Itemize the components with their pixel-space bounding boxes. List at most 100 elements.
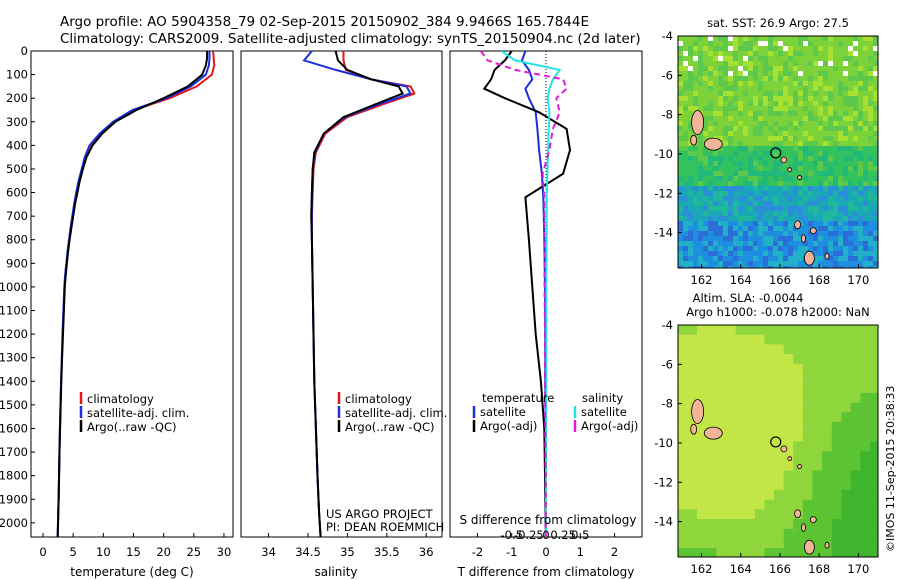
sst-cell <box>853 111 858 116</box>
sst-cell <box>838 176 843 181</box>
sst-cell <box>798 256 803 261</box>
sla-cell <box>783 451 794 461</box>
sst-cell <box>778 251 783 256</box>
sst-cell <box>688 106 693 111</box>
sst-cell <box>683 261 688 266</box>
sst-cell <box>723 126 728 131</box>
sla-cell <box>774 480 784 491</box>
sst-cell <box>768 181 773 186</box>
sst-cell <box>828 71 833 76</box>
sla-cell <box>678 344 688 355</box>
sst-cell <box>738 76 743 81</box>
sst-cell <box>818 86 823 91</box>
sla-cell <box>764 460 775 471</box>
sla-cell <box>706 451 717 461</box>
island <box>824 541 830 549</box>
sst-cell <box>788 171 793 176</box>
sst-cell <box>813 261 818 266</box>
sla-cell <box>687 334 698 345</box>
sla-cell <box>850 460 861 471</box>
sst-cell <box>848 156 853 161</box>
sla-cell <box>697 354 707 364</box>
sst-heatmap <box>678 36 878 268</box>
sst-cell <box>833 71 838 76</box>
sst-cell <box>818 101 823 106</box>
sst-cell <box>843 126 848 131</box>
sst-cell <box>868 101 873 106</box>
sst-cell <box>763 46 768 51</box>
sst-cell <box>708 46 713 51</box>
sst-cell <box>808 66 813 71</box>
sst-cell <box>798 56 803 61</box>
sst-cell <box>828 256 833 261</box>
sst-cell <box>738 166 743 171</box>
sst-cell <box>713 256 718 261</box>
sst-cell <box>833 41 838 46</box>
sla-cell <box>697 441 707 452</box>
sla-cell <box>764 470 775 481</box>
sla-cell <box>831 519 842 529</box>
sst-cell <box>678 156 683 161</box>
sst-cell <box>788 141 793 146</box>
sla-cell <box>716 528 727 539</box>
sla-cell <box>735 412 746 423</box>
sst-cell <box>848 81 853 86</box>
sst-cell <box>733 106 738 111</box>
sst-cell <box>723 221 728 226</box>
sst-cell <box>693 76 698 81</box>
sst-cell <box>718 151 723 156</box>
sst-cell <box>873 266 878 268</box>
sst-cell <box>678 261 683 266</box>
sst-cell <box>683 176 688 181</box>
sst-cell <box>788 131 793 136</box>
sla-cell <box>783 363 794 374</box>
sst-cell <box>743 46 748 51</box>
sla-cell <box>697 325 707 335</box>
sla-cell <box>697 460 707 471</box>
sst-cell <box>703 116 708 121</box>
sst-cell <box>843 171 848 176</box>
sst-cell <box>778 91 783 96</box>
sst-cell <box>758 156 763 161</box>
sst-cell <box>698 86 703 91</box>
sst-cell <box>788 231 793 236</box>
sst-cell <box>698 36 703 41</box>
sst-cell <box>863 266 868 268</box>
sst-cell <box>853 256 858 261</box>
sla-cell <box>774 470 784 481</box>
sla-cell <box>831 470 842 481</box>
sst-cell <box>858 256 863 261</box>
sst-cell <box>678 201 683 206</box>
sst-cell <box>818 71 823 76</box>
sst-cell <box>778 111 783 116</box>
sla-cell <box>764 383 775 394</box>
sst-cell <box>723 246 728 251</box>
depth-tick-label: 1200 <box>0 327 28 341</box>
sst-cell <box>813 221 818 226</box>
sst-cell <box>838 196 843 201</box>
sst-cell <box>738 161 743 166</box>
sla-cell <box>697 383 707 394</box>
sst-cell <box>788 126 793 131</box>
sst-cell <box>713 201 718 206</box>
sst-cell <box>678 56 683 61</box>
sst-cell <box>688 36 693 41</box>
sst-cell <box>713 86 718 91</box>
sst-cell <box>728 116 733 121</box>
sst-cell <box>818 36 823 41</box>
sla-cell <box>764 431 775 442</box>
depth-tick-label: 1600 <box>0 421 28 435</box>
sst-cell <box>688 261 693 266</box>
sla-cell <box>735 509 746 520</box>
sst-cell <box>828 76 833 81</box>
sla-cell <box>841 441 851 452</box>
sla-cell <box>764 422 775 432</box>
sla-cell <box>754 499 765 510</box>
sst-cell <box>738 256 743 261</box>
sla-cell <box>745 499 755 510</box>
sla-cell <box>793 528 803 539</box>
sst-cell <box>763 246 768 251</box>
sla-cell <box>841 538 851 549</box>
sst-cell <box>813 206 818 211</box>
sst-cell <box>858 171 863 176</box>
